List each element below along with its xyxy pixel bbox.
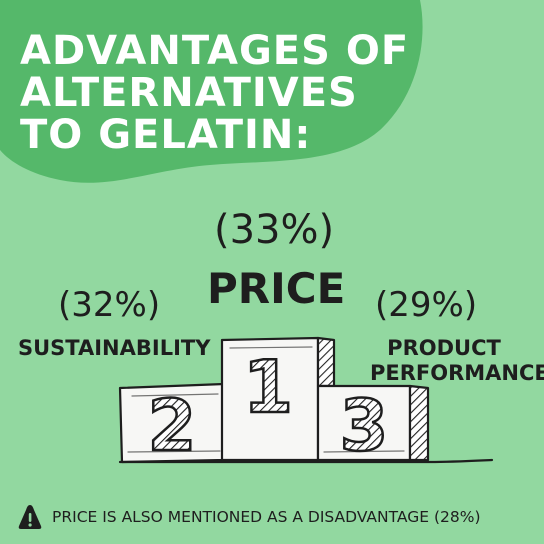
footer-note: PRICE IS ALSO MENTIONED AS A DISADVANTAG… (18, 504, 481, 530)
header-blob (0, 0, 423, 183)
title-line-3: TO GELATIN: (20, 112, 312, 158)
page-title: ADVANTAGES OF ALTERNATIVES TO GELATIN: (20, 30, 409, 156)
percent-third: (29%) (375, 285, 478, 325)
title-line-2: ALTERNATIVES (20, 70, 358, 116)
label-first: PRICE (207, 264, 346, 313)
title-line-1: ADVANTAGES OF (20, 28, 410, 74)
label-second: SUSTAINABILITY (18, 336, 211, 360)
rank-third: 3 (340, 385, 389, 467)
warning-icon (18, 505, 42, 529)
percent-second: (32%) (58, 285, 161, 325)
label-third-line-1: PRODUCT (387, 336, 501, 360)
footer-note-text: PRICE IS ALSO MENTIONED AS A DISADVANTAG… (52, 508, 481, 526)
rank-first: 1 (243, 345, 293, 429)
rank-second: 2 (148, 385, 197, 467)
podium-block-third (316, 384, 430, 462)
label-third-line-2: PERFORMANCE (370, 361, 544, 385)
percent-first: (33%) (214, 207, 335, 253)
label-third: PRODUCT PERFORMANCE (370, 336, 544, 386)
